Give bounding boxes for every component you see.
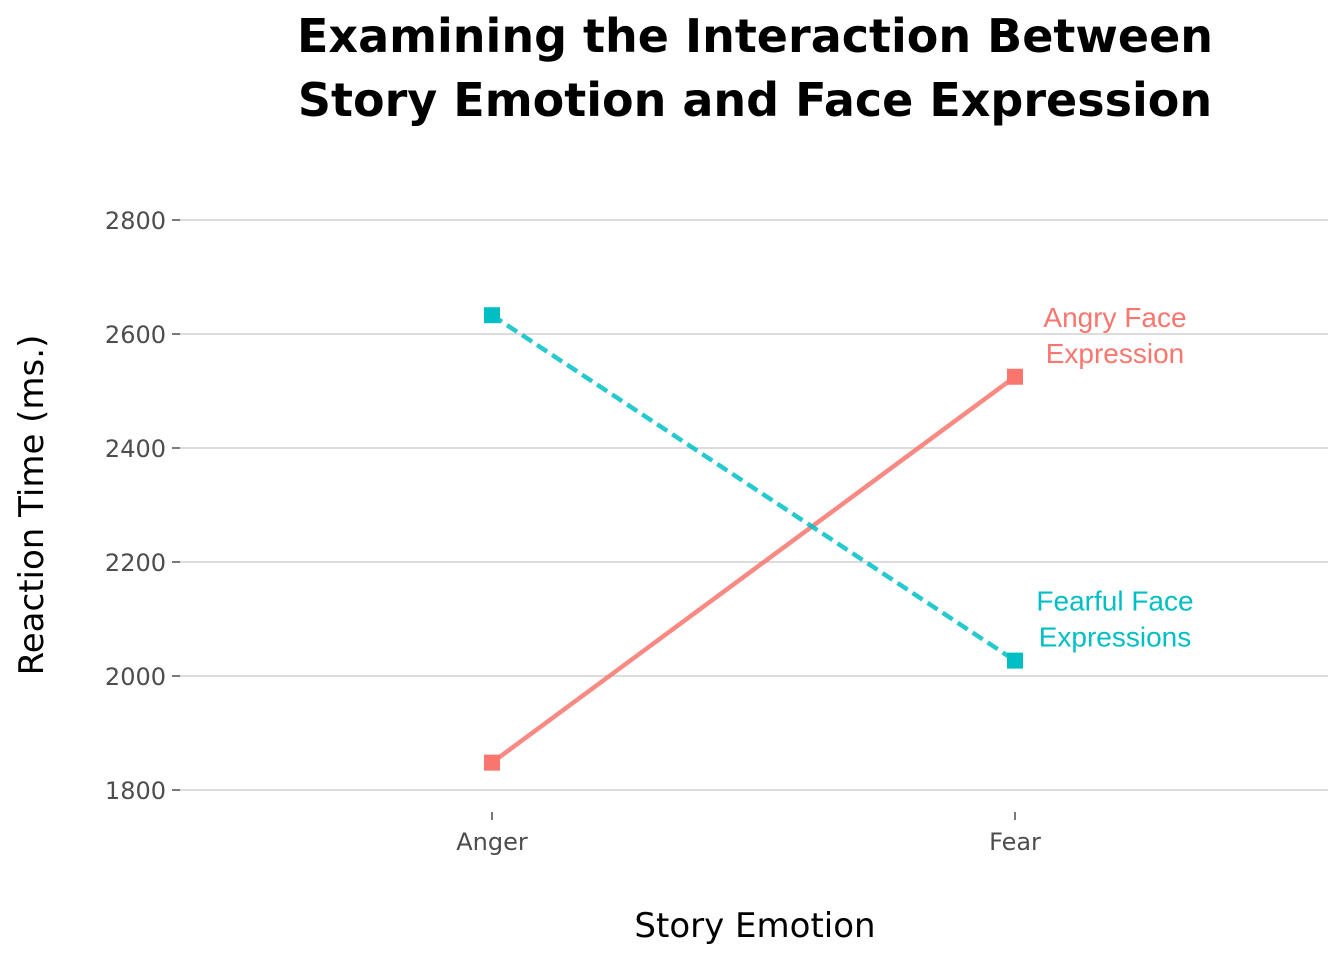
- series-annotation-label: Expression: [1046, 338, 1185, 369]
- y-tick-label: 2400: [105, 435, 166, 463]
- data-point-marker: [484, 754, 500, 771]
- y-tick-label: 2200: [105, 549, 166, 577]
- x-tick-label: Fear: [989, 828, 1041, 856]
- series-annotation-label: Expressions: [1039, 622, 1192, 653]
- grid-lines: [180, 219, 1328, 791]
- x-axis-title: Story Emotion: [634, 906, 875, 946]
- x-axis: Anger Fear: [456, 812, 1041, 856]
- y-tick-label: 2000: [105, 663, 166, 691]
- series-annotation-label: Angry Face: [1043, 302, 1186, 333]
- series-layer: [490, 313, 1017, 765]
- y-tick-label: 1800: [105, 777, 166, 805]
- y-tick-label: 2800: [105, 207, 166, 235]
- y-axis: 1800 2000 2200 2400 2600 2800: [105, 207, 180, 805]
- x-tick-label: Anger: [456, 828, 528, 856]
- data-point-marker: [1007, 368, 1023, 385]
- data-point-marker: [484, 307, 500, 324]
- chart-title: Examining the Interaction Between Story …: [297, 9, 1213, 127]
- y-tick-label: 2600: [105, 321, 166, 349]
- chart-title-line-1: Examining the Interaction Between: [297, 9, 1213, 63]
- series-line: [490, 374, 1017, 765]
- y-axis-title: Reaction Time (ms.): [12, 335, 52, 676]
- series-annotation-label: Fearful Face: [1036, 586, 1193, 617]
- series-line: [490, 313, 1017, 663]
- chart-title-line-2: Story Emotion and Face Expression: [298, 73, 1212, 127]
- series-annotations: Angry Face Expression Fearful Face Expressi…: [1036, 302, 1193, 653]
- points-layer: [484, 307, 1023, 771]
- data-point-marker: [1007, 652, 1023, 669]
